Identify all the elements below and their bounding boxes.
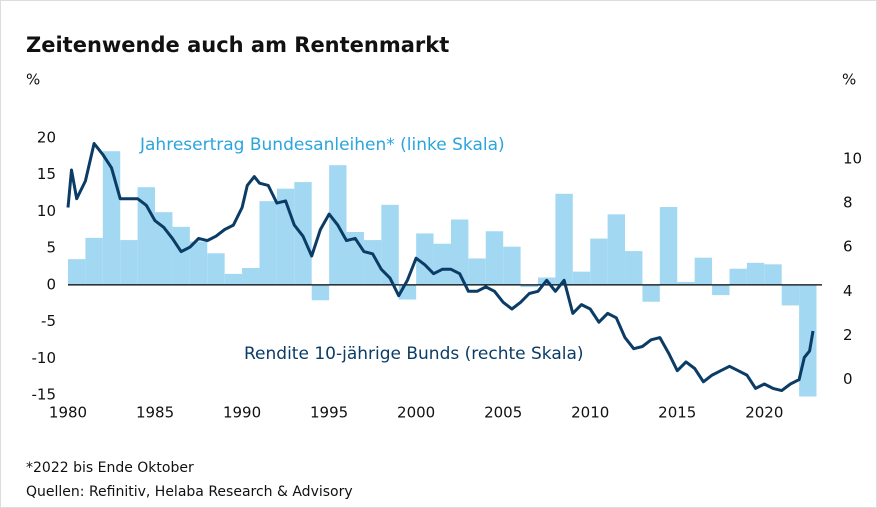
bar bbox=[450, 219, 469, 285]
bar bbox=[311, 284, 330, 301]
x-tick-label: 2015 bbox=[658, 404, 696, 422]
bar bbox=[433, 243, 451, 285]
x-tick-label: 1980 bbox=[49, 404, 87, 422]
y2-tick-label: 8 bbox=[843, 194, 853, 212]
bar bbox=[799, 284, 817, 397]
y-axis-label: % bbox=[26, 71, 40, 89]
x-tick-label: 1995 bbox=[310, 404, 348, 422]
bar bbox=[642, 284, 660, 302]
bar bbox=[781, 284, 800, 306]
bar bbox=[625, 251, 643, 285]
bar bbox=[503, 246, 521, 285]
bar bbox=[555, 193, 573, 285]
bar bbox=[607, 214, 626, 285]
bar bbox=[381, 204, 399, 285]
y-tick-label: 20 bbox=[37, 129, 56, 147]
bar bbox=[590, 238, 608, 285]
bar bbox=[242, 267, 260, 285]
y2-axis-label: % bbox=[842, 71, 856, 89]
y-tick-label: 10 bbox=[37, 202, 56, 220]
x-tick-label: 2020 bbox=[745, 404, 783, 422]
bar bbox=[520, 284, 538, 288]
bar bbox=[224, 273, 243, 285]
line bbox=[66, 142, 815, 393]
bar bbox=[259, 201, 277, 285]
source: Quellen: Refinitiv, Helaba Research & Ad… bbox=[26, 484, 353, 500]
bar bbox=[677, 281, 695, 285]
bar bbox=[468, 258, 486, 285]
bar bbox=[659, 207, 678, 285]
bar bbox=[189, 241, 208, 285]
x-tick-label: 2000 bbox=[397, 404, 435, 422]
bar bbox=[85, 237, 103, 285]
chart-title: Zeitenwende auch am Rentenmarkt bbox=[26, 33, 449, 57]
x-tick-label: 2010 bbox=[571, 404, 609, 422]
bar bbox=[155, 212, 173, 285]
bar bbox=[694, 257, 713, 285]
bar bbox=[572, 271, 591, 285]
y2-tick-label: 2 bbox=[843, 326, 853, 344]
y2-tick-label: 0 bbox=[843, 370, 853, 388]
x-tick-label: 1985 bbox=[136, 404, 174, 422]
bar bbox=[416, 233, 434, 285]
footnote: *2022 bis Ende Oktober bbox=[26, 460, 194, 476]
y-tick-label: -10 bbox=[32, 349, 57, 367]
y2-tick-label: 4 bbox=[843, 282, 853, 300]
y-tick-label: 15 bbox=[37, 165, 56, 183]
x-tick-label: 2005 bbox=[484, 404, 522, 422]
y2-tick-label: 10 bbox=[843, 149, 862, 167]
y2-tick-label: 6 bbox=[843, 238, 853, 256]
bar bbox=[729, 268, 747, 285]
bar bbox=[68, 259, 86, 285]
bar bbox=[712, 284, 730, 296]
y-tick-label: -15 bbox=[32, 386, 57, 404]
bar bbox=[746, 262, 765, 285]
bar bbox=[294, 182, 312, 285]
y-tick-label: 5 bbox=[46, 239, 56, 257]
line-series-label: Rendite 10-jährige Bunds (rechte Skala) bbox=[244, 344, 584, 364]
bar bbox=[764, 264, 782, 285]
bar bbox=[172, 226, 190, 285]
y-tick-label: -5 bbox=[41, 312, 56, 330]
x-tick-label: 1990 bbox=[223, 404, 261, 422]
bar bbox=[485, 231, 504, 285]
bar bbox=[120, 240, 138, 285]
bar bbox=[207, 253, 225, 285]
y-tick-label: 0 bbox=[46, 275, 56, 293]
bar-series-label: Jahresertrag Bundesanleihen* (linke Skal… bbox=[139, 135, 505, 155]
